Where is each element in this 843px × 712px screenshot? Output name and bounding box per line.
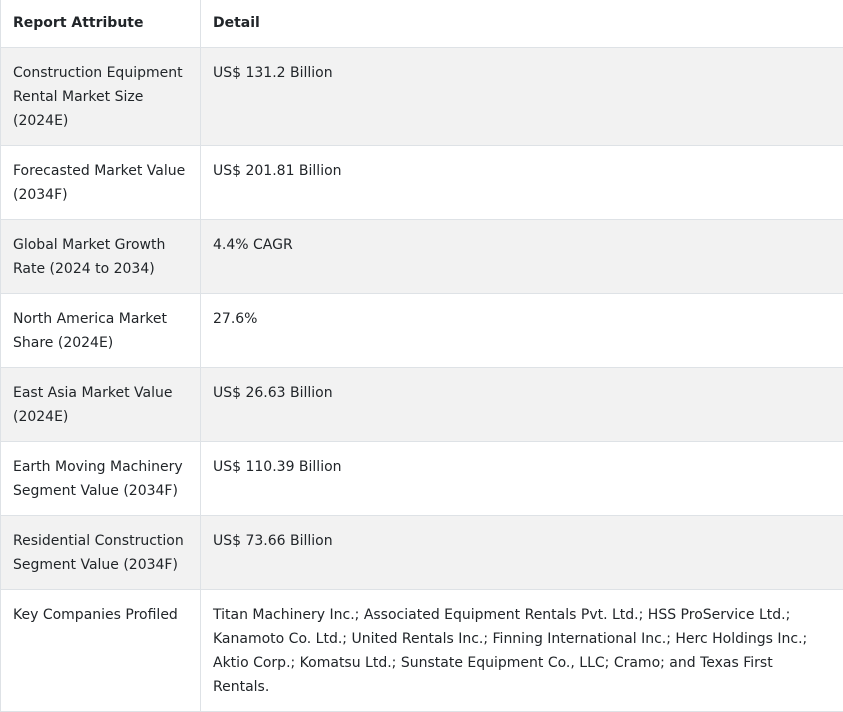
detail-cell: 4.4% CAGR bbox=[201, 220, 843, 294]
attribute-cell: East Asia Market Value (2024E) bbox=[1, 368, 201, 442]
table-row: North America Market Share (2024E) 27.6% bbox=[1, 294, 843, 368]
detail-cell: US$ 73.66 Billion bbox=[201, 516, 843, 590]
table-header-row: Report Attribute Detail bbox=[1, 0, 843, 48]
detail-cell: US$ 110.39 Billion bbox=[201, 442, 843, 516]
attribute-cell: Earth Moving Machinery Segment Value (20… bbox=[1, 442, 201, 516]
attribute-cell: Key Companies Profiled bbox=[1, 590, 201, 712]
table-row: Earth Moving Machinery Segment Value (20… bbox=[1, 442, 843, 516]
detail-cell: 27.6% bbox=[201, 294, 843, 368]
table-row: East Asia Market Value (2024E) US$ 26.63… bbox=[1, 368, 843, 442]
attribute-cell: Forecasted Market Value (2034F) bbox=[1, 146, 201, 220]
table-row: Key Companies Profiled Titan Machinery I… bbox=[1, 590, 843, 712]
attribute-cell: Global Market Growth Rate (2024 to 2034) bbox=[1, 220, 201, 294]
detail-cell: US$ 201.81 Billion bbox=[201, 146, 843, 220]
table-row: Forecasted Market Value (2034F) US$ 201.… bbox=[1, 146, 843, 220]
attribute-cell: North America Market Share (2024E) bbox=[1, 294, 201, 368]
detail-cell: US$ 26.63 Billion bbox=[201, 368, 843, 442]
table-row: Residential Construction Segment Value (… bbox=[1, 516, 843, 590]
table-row: Construction Equipment Rental Market Siz… bbox=[1, 48, 843, 146]
table-row: Global Market Growth Rate (2024 to 2034)… bbox=[1, 220, 843, 294]
detail-cell: Titan Machinery Inc.; Associated Equipme… bbox=[201, 590, 843, 712]
attribute-cell: Residential Construction Segment Value (… bbox=[1, 516, 201, 590]
header-detail: Detail bbox=[201, 0, 843, 48]
header-report-attribute: Report Attribute bbox=[1, 0, 201, 48]
detail-cell: US$ 131.2 Billion bbox=[201, 48, 843, 146]
attribute-cell: Construction Equipment Rental Market Siz… bbox=[1, 48, 201, 146]
